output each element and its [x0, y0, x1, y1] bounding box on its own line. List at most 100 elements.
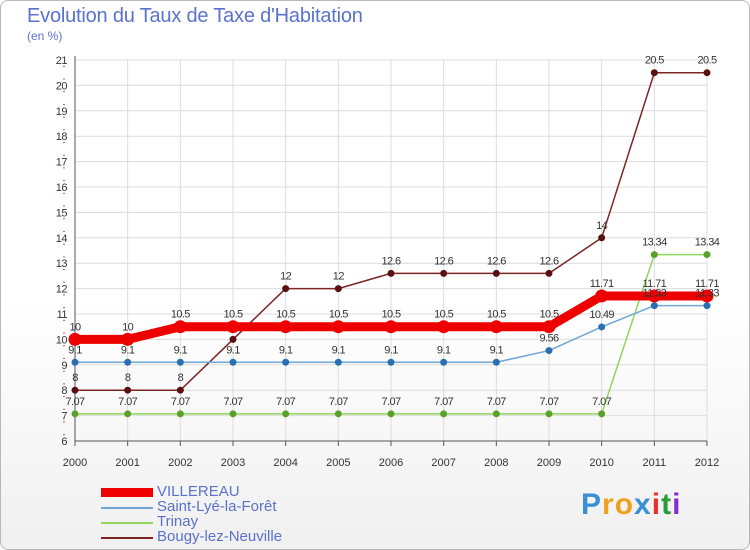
data-label: 12.6 [434, 255, 453, 267]
data-point [440, 269, 448, 277]
data-point [489, 320, 503, 334]
legend-swatch [101, 488, 153, 497]
data-label: 9.1 [226, 344, 240, 356]
data-point [703, 302, 711, 310]
legend-label: VILLEREAU [157, 483, 240, 500]
logo-letter: i [672, 488, 682, 521]
y-tick-label: 12 [56, 284, 68, 296]
data-point [124, 358, 132, 366]
logo-letter: i [651, 488, 662, 521]
data-label: 9.1 [174, 344, 188, 356]
data-label: 9.1 [332, 344, 346, 356]
x-tick-label: 2007 [431, 457, 455, 469]
x-tick-label: 2001 [115, 457, 139, 469]
data-label: 9.1 [279, 344, 293, 356]
data-point [334, 410, 342, 418]
logo-letter: o [614, 488, 635, 521]
x-tick-label: 2006 [379, 457, 403, 469]
y-tick-label: 11 [57, 309, 68, 321]
x-tick-label: 2012 [695, 457, 719, 469]
data-label: 12.6 [539, 255, 558, 267]
data-label: 8 [178, 372, 184, 384]
data-label: 10.49 [589, 309, 614, 321]
data-point [176, 410, 184, 418]
data-label: 9.1 [384, 344, 398, 356]
data-label: 7.07 [118, 396, 137, 408]
data-label: 9.1 [68, 344, 82, 356]
data-point [387, 269, 395, 277]
y-tick-label: 13 [56, 258, 68, 270]
data-point [68, 332, 82, 346]
data-label: 8 [125, 372, 131, 384]
legend-item: VILLEREAU [101, 483, 361, 500]
data-label: 13.34 [695, 237, 720, 249]
data-label: 12 [333, 271, 345, 283]
data-point [440, 358, 448, 366]
data-label: 7.07 [329, 396, 348, 408]
data-label: 7.07 [65, 396, 84, 408]
data-label: 10.5 [223, 309, 242, 321]
y-tick-label: 20 [56, 80, 68, 92]
data-label: 12.6 [487, 255, 506, 267]
x-tick-label: 2003 [221, 457, 245, 469]
logo-letter: t [661, 488, 673, 521]
data-label: 10.5 [487, 309, 506, 321]
data-point [173, 320, 187, 334]
data-point [545, 269, 553, 277]
y-tick-label: 7 [61, 411, 67, 423]
x-tick-label: 2005 [326, 457, 350, 469]
data-point [598, 323, 606, 331]
data-point [650, 302, 658, 310]
data-point [226, 320, 240, 334]
data-label: 11.71 [590, 278, 614, 290]
data-label: 7.07 [276, 396, 295, 408]
x-tick-label: 2010 [589, 457, 613, 469]
data-label: 11.33 [695, 288, 719, 300]
data-label: 11.71 [695, 278, 719, 290]
data-label: 7.07 [381, 396, 400, 408]
data-point [334, 358, 342, 366]
y-tick-label: 21 [56, 55, 68, 67]
data-label: 11.71 [642, 278, 666, 290]
x-tick-label: 2004 [273, 457, 297, 469]
data-point [124, 410, 132, 418]
chart-title: Evolution du Taux de Taxe d'Habitation [27, 5, 363, 27]
data-point [384, 320, 398, 334]
logo-letter: r [602, 488, 615, 521]
data-point [440, 410, 448, 418]
legend-item: Bougy-lez-Neuville [101, 528, 361, 545]
data-label: 7.07 [487, 396, 506, 408]
chart-subtitle: (en %) [27, 29, 63, 43]
data-point [121, 332, 135, 346]
data-point [387, 410, 395, 418]
data-point [229, 358, 237, 366]
legend-item: Trinay [101, 513, 361, 530]
data-label: 14 [596, 220, 608, 232]
data-label: 11.33 [642, 288, 666, 300]
x-tick-label: 2009 [537, 457, 561, 469]
data-point [282, 358, 290, 366]
data-point [331, 320, 345, 334]
data-point [176, 386, 184, 394]
data-point [334, 285, 342, 293]
x-tick-label: 2008 [484, 457, 508, 469]
data-point [282, 285, 290, 293]
x-tick-label: 2011 [643, 457, 667, 469]
y-tick-label: 19 [56, 106, 68, 118]
data-label: 8 [72, 372, 78, 384]
logo-letter: x [634, 488, 652, 521]
y-tick-label: 14 [56, 233, 68, 245]
legend-swatch [101, 537, 153, 539]
data-point [650, 69, 658, 77]
data-label: 12 [280, 271, 292, 283]
data-point [542, 320, 556, 334]
y-tick-label: 6 [61, 436, 67, 448]
x-tick-label: 2000 [63, 457, 87, 469]
data-point [598, 234, 606, 242]
data-label: 9.1 [437, 344, 451, 356]
data-point [387, 358, 395, 366]
data-point [124, 386, 132, 394]
data-label: 9.1 [490, 344, 504, 356]
y-tick-label: 9 [61, 360, 67, 372]
